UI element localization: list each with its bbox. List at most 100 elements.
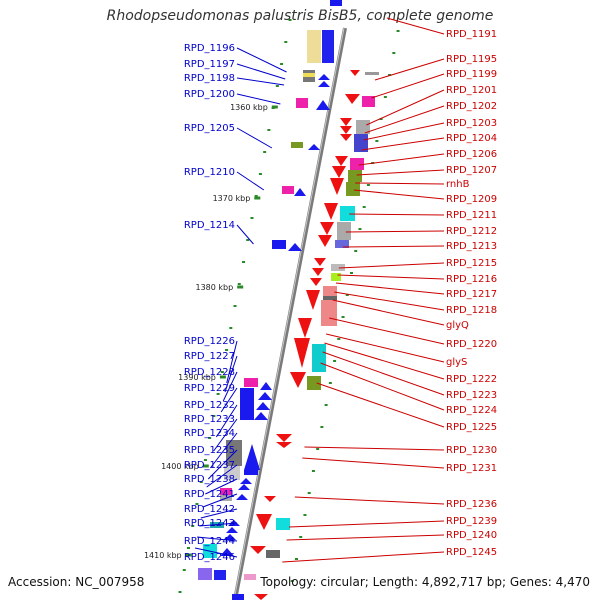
gene-label-left[interactable]: RPD_1244 — [184, 536, 235, 547]
gene-label-right[interactable]: RPD_1225 — [446, 422, 497, 433]
gene-label-right[interactable]: RPD_1220 — [446, 339, 497, 350]
gene-block — [214, 570, 226, 580]
gene-label-right[interactable]: RPD_1206 — [446, 149, 497, 160]
gene-label-right[interactable]: RPD_1240 — [446, 530, 497, 541]
gene-label-left[interactable]: RPD_1198 — [184, 73, 235, 84]
gene-label-right[interactable]: RPD_1211 — [446, 210, 497, 221]
gene-block — [303, 73, 315, 77]
leader-line — [236, 127, 273, 149]
leader-line — [361, 137, 445, 151]
gene-label-left[interactable]: RPD_1196 — [184, 43, 235, 54]
gene-label-left[interactable]: RPD_1205 — [184, 123, 235, 134]
leader-line — [236, 77, 285, 86]
leader-line — [199, 522, 238, 527]
gene-label-right[interactable]: RPD_1239 — [446, 516, 497, 527]
gene-arrow — [240, 478, 252, 484]
leader-line — [386, 17, 445, 35]
gene-label-right[interactable]: glyQ — [446, 320, 469, 331]
gene-label-right[interactable]: RPD_1195 — [446, 54, 497, 65]
gene-label-right[interactable]: glyS — [446, 357, 467, 368]
gene-label-right[interactable]: RPD_1199 — [446, 69, 497, 80]
gene-label-right[interactable]: RPD_1207 — [446, 165, 497, 176]
gene-label-right[interactable]: RPD_1245 — [446, 547, 497, 558]
gene-label-right[interactable]: RPD_1224 — [446, 405, 497, 416]
gene-label-right[interactable]: RPD_1191 — [446, 29, 497, 40]
left-label-leaders — [194, 47, 287, 558]
gene-label-left[interactable]: RPD_1232 — [184, 400, 235, 411]
gene-block — [350, 158, 364, 170]
gene-arrow — [276, 434, 292, 442]
gene-label-right[interactable]: RPD_1209 — [446, 194, 497, 205]
kbp-label: 1410 kbp — [144, 551, 182, 560]
leader-line — [334, 291, 445, 311]
gene-arrow — [260, 382, 272, 390]
gene-arrow — [298, 318, 312, 338]
gene-label-left[interactable]: RPD_1242 — [184, 504, 235, 515]
gene-label-right[interactable]: RPD_1217 — [446, 289, 497, 300]
gene-label-left[interactable]: RPD_1228 — [184, 367, 235, 378]
leader-line — [282, 551, 445, 563]
gene-label-left[interactable]: RPD_1235 — [184, 445, 235, 456]
gene-label-left[interactable]: RPD_1234 — [184, 428, 235, 439]
gene-block — [335, 240, 349, 248]
gene-label-right[interactable]: RPD_1201 — [446, 85, 497, 96]
leader-line — [224, 355, 238, 393]
gene-block — [331, 264, 345, 271]
leader-line — [304, 446, 445, 451]
leader-line — [363, 122, 445, 141]
gene-label-right[interactable]: RPD_1230 — [446, 445, 497, 456]
gene-arrow — [264, 496, 276, 502]
gene-label-right[interactable]: RPD_1204 — [446, 133, 497, 144]
gene-label-right[interactable]: RPD_1203 — [446, 118, 497, 129]
gene-label-left[interactable]: RPD_1227 — [184, 351, 235, 362]
leader-line — [213, 418, 238, 452]
gene-label-left[interactable]: RPD_1214 — [184, 220, 235, 231]
gene-block — [244, 574, 256, 580]
gene-label-right[interactable]: RPD_1223 — [446, 390, 497, 401]
gene-label-left[interactable]: RPD_1237 — [184, 460, 235, 471]
gene-block — [240, 388, 254, 420]
kbp-label: 1360 kbp — [230, 103, 268, 112]
gene-arrow — [258, 392, 272, 400]
gene-label-left[interactable]: RPD_1238 — [184, 474, 235, 485]
gene-block — [198, 568, 212, 580]
gene-label-right[interactable]: RPD_1202 — [446, 101, 497, 112]
right-label-leaders — [282, 17, 445, 563]
gene-block — [232, 594, 244, 600]
leader-line — [236, 63, 286, 80]
gene-label-right[interactable]: RPD_1216 — [446, 274, 497, 285]
leader-line — [371, 73, 445, 99]
gene-arrow — [314, 258, 326, 266]
gene-label-left[interactable]: RPD_1243 — [184, 518, 235, 529]
gene-label-right[interactable]: RPD_1215 — [446, 258, 497, 269]
leader-line — [236, 47, 287, 73]
topology-label: Topology: circular; Length: 4,892,717 bp… — [260, 575, 590, 589]
gene-label-right[interactable]: rnhB — [446, 179, 470, 190]
leader-line — [326, 333, 445, 363]
gene-label-right[interactable]: RPD_1236 — [446, 499, 497, 510]
leader-line — [345, 230, 445, 233]
gene-label-left[interactable]: RPD_1197 — [184, 59, 235, 70]
gene-label-right[interactable]: RPD_1218 — [446, 305, 497, 316]
map-title: Rhodopseudomonas palustris BisB5, comple… — [106, 8, 494, 24]
gene-block — [276, 518, 290, 530]
leader-line — [322, 351, 445, 396]
leader-line — [236, 224, 254, 245]
leader-line — [338, 262, 445, 269]
gene-label-right[interactable]: RPD_1231 — [446, 463, 497, 474]
gene-label-right[interactable]: RPD_1222 — [446, 374, 497, 385]
leader-line — [236, 93, 281, 105]
gene-label-right[interactable]: RPD_1212 — [446, 226, 497, 237]
gene-arrow — [350, 70, 360, 76]
gene-label-left[interactable]: RPD_1233 — [184, 414, 235, 425]
gene-arrow — [238, 484, 250, 490]
gene-label-left[interactable]: RPD_1246 — [184, 552, 235, 563]
gene-label-left[interactable]: RPD_1200 — [184, 89, 235, 100]
gene-label-right[interactable]: RPD_1213 — [446, 241, 497, 252]
gene-label-left[interactable]: RPD_1229 — [184, 383, 235, 394]
gene-block — [354, 134, 368, 152]
gene-label-left[interactable]: RPD_1210 — [184, 167, 235, 178]
gene-label-left[interactable]: RPD_1241 — [184, 489, 235, 500]
gene-block — [307, 376, 321, 390]
gene-label-left[interactable]: RPD_1226 — [184, 336, 235, 347]
